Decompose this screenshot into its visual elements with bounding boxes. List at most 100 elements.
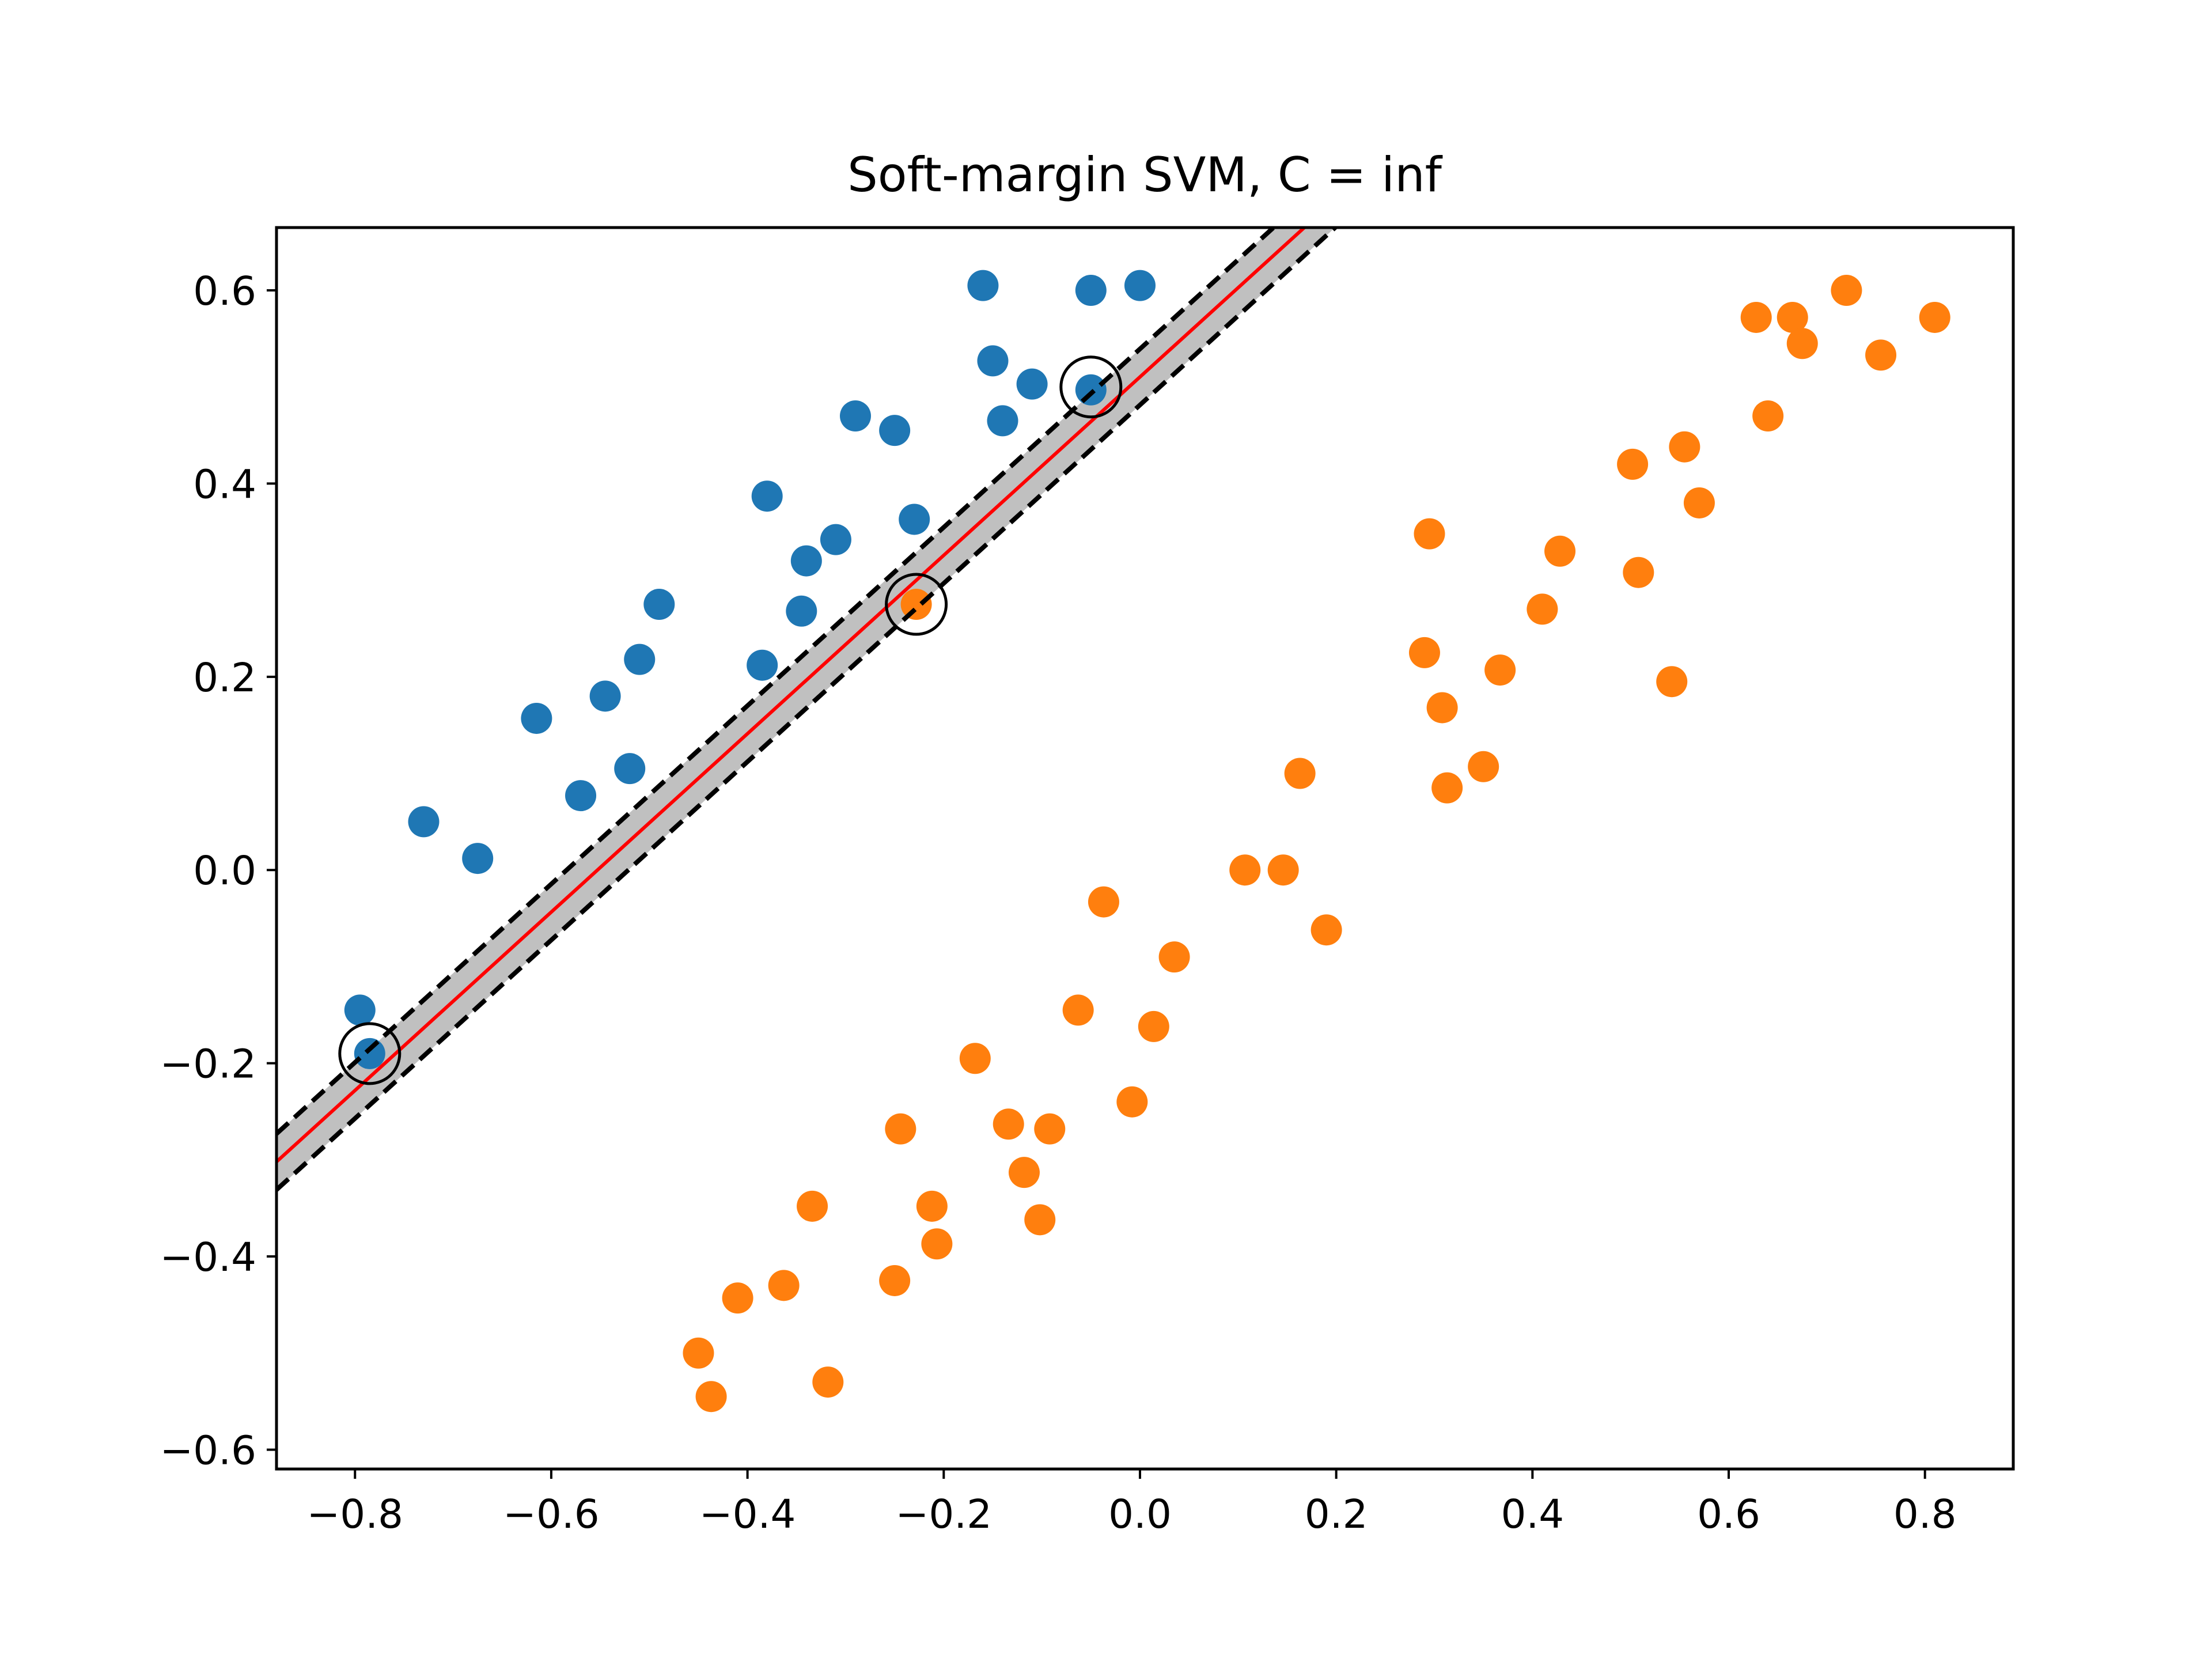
- class-b-point: [1408, 637, 1440, 668]
- y-tick-label: −0.4: [160, 1235, 256, 1281]
- class-b-point: [1544, 535, 1576, 567]
- class-b-point: [812, 1366, 844, 1398]
- class-b-point: [885, 1113, 916, 1145]
- class-b-point: [1414, 518, 1445, 550]
- class-b-point: [683, 1337, 714, 1369]
- support-vector-ring: [885, 573, 948, 636]
- class-b-point: [1919, 301, 1950, 333]
- y-tick-label: 0.2: [193, 655, 256, 701]
- class-b-point: [1310, 914, 1342, 946]
- class-b-point: [1267, 854, 1299, 886]
- class-a-point: [462, 843, 494, 874]
- support-vector-ring: [1059, 355, 1123, 419]
- y-axis: −0.6 −0.4 −0.2 0.0 0.2 0.4 0.6: [160, 268, 276, 1474]
- class-b-point: [959, 1043, 991, 1074]
- y-tick-label: 0.0: [193, 848, 256, 894]
- class-b-point: [1158, 941, 1190, 973]
- class-b-point: [1617, 448, 1649, 480]
- class-b-point: [1786, 328, 1818, 359]
- margin-upper-line: [276, 228, 1277, 1136]
- class-a-point: [790, 545, 822, 577]
- class-b-point: [1683, 487, 1715, 518]
- decision-boundary-line: [276, 228, 1307, 1163]
- y-tick-label: 0.4: [193, 461, 256, 508]
- class-a-point: [521, 702, 552, 734]
- class-b-point: [1740, 301, 1772, 333]
- class-a-point: [589, 680, 621, 712]
- plot-content: [276, 228, 1950, 1413]
- x-tick-label: −0.8: [306, 1491, 403, 1538]
- class-b-point: [1088, 886, 1119, 918]
- class-a-point: [1075, 374, 1107, 406]
- class-a-point: [879, 415, 911, 446]
- class-a-point: [840, 400, 871, 432]
- class-b-point: [1669, 431, 1700, 463]
- class-a-point: [899, 503, 930, 535]
- y-tick-label: −0.2: [160, 1042, 256, 1088]
- x-tick-label: 0.0: [1108, 1491, 1172, 1538]
- class-b-point: [1062, 994, 1094, 1026]
- x-axis: −0.8 −0.6 −0.4 −0.2 0.0 0.2 0.4 0.6 0.8: [306, 1469, 1957, 1538]
- x-tick-label: 0.6: [1697, 1491, 1760, 1538]
- class-b-point: [1024, 1204, 1056, 1236]
- class-a-point: [977, 345, 1009, 377]
- class-b-point: [1468, 751, 1499, 782]
- y-tick-label: 0.6: [193, 268, 256, 315]
- x-tick-label: 0.2: [1305, 1491, 1368, 1538]
- class-a-point: [987, 405, 1018, 437]
- class-a-point: [1124, 270, 1156, 301]
- class-a-point: [354, 1038, 385, 1069]
- chart-title: Soft-margin SVM, C = inf: [847, 147, 1443, 203]
- support-vector-ring: [338, 1022, 402, 1085]
- class-b-point: [1777, 301, 1808, 333]
- class-b-point: [921, 1228, 953, 1260]
- plot-frame: [275, 226, 2015, 1471]
- class-a-point: [643, 589, 675, 620]
- class-a-point: [751, 480, 783, 512]
- class-b-point: [768, 1270, 800, 1301]
- class-b-point: [1484, 654, 1516, 686]
- y-tick-label: −0.6: [160, 1428, 256, 1474]
- class-b-point: [722, 1282, 753, 1314]
- class-b-point: [1138, 1010, 1169, 1042]
- x-tick-label: 0.4: [1501, 1491, 1564, 1538]
- margin-lower-line: [276, 228, 1338, 1192]
- class-a-point: [820, 524, 851, 555]
- class-b-point: [1229, 854, 1261, 886]
- class-b-point: [1008, 1157, 1040, 1188]
- class-b-point: [916, 1190, 948, 1222]
- class-a-point: [786, 595, 817, 627]
- class-a-point: [408, 806, 440, 838]
- class-a-point: [344, 994, 376, 1026]
- class-b-point: [695, 1381, 727, 1413]
- class-b-point: [1034, 1113, 1066, 1145]
- class-a-point: [967, 270, 999, 301]
- class-b-point: [1116, 1086, 1148, 1118]
- class-b-point: [1752, 400, 1784, 432]
- x-tick-label: 0.8: [1893, 1491, 1957, 1538]
- class-a-point: [1016, 368, 1048, 400]
- class-a-point: [614, 753, 646, 785]
- class-b-point: [879, 1265, 911, 1296]
- class-b-point: [1284, 758, 1316, 789]
- class-b-point: [1656, 666, 1688, 698]
- class-b-point: [1831, 275, 1862, 306]
- class-a-point: [747, 649, 778, 681]
- class-a-point: [1075, 275, 1107, 306]
- x-tick-label: −0.2: [896, 1491, 993, 1538]
- class-b-point: [1431, 772, 1463, 804]
- x-tick-label: −0.6: [503, 1491, 600, 1538]
- class-b-point: [900, 589, 932, 620]
- class-b-point: [797, 1190, 828, 1222]
- class-a-point: [624, 643, 656, 675]
- class-a-point: [565, 780, 597, 812]
- class-b-point: [993, 1108, 1024, 1140]
- class-b-point: [1623, 556, 1654, 588]
- class-b-point: [1865, 339, 1897, 371]
- x-tick-label: −0.4: [699, 1491, 796, 1538]
- class-b-point: [1426, 692, 1458, 724]
- class-b-point: [1527, 593, 1558, 625]
